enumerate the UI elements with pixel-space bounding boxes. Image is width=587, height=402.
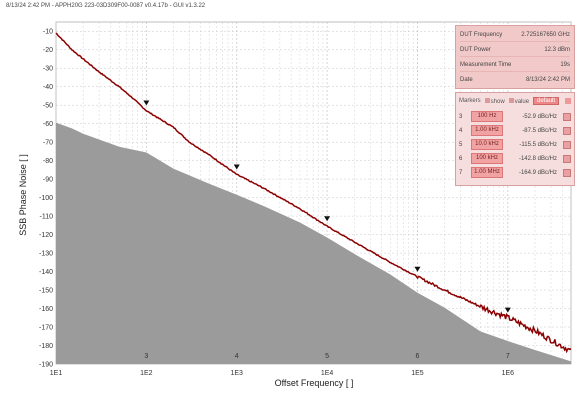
marker-frequency-input[interactable]: 100 kHz — [471, 153, 503, 164]
marker-frequency-input[interactable]: 100 Hz — [471, 111, 503, 122]
info-label: DUT Frequency — [460, 31, 503, 38]
value-label: value — [514, 98, 530, 105]
marker-value: -52.9 dBc/Hz — [522, 113, 557, 120]
marker-id: 6 — [459, 155, 463, 162]
y-tick-label: -160 — [39, 306, 53, 313]
marker-triangle — [504, 307, 511, 313]
y-tick-label: -90 — [43, 177, 53, 184]
marker-axis-label: 7 — [506, 353, 510, 360]
marker-row: 5 10.0 kHz -115.5 dBc/Hz — [459, 139, 571, 150]
marker-value: -115.5 dBc/Hz — [519, 141, 557, 148]
marker-frequency-input[interactable]: 10.0 kHz — [471, 139, 503, 150]
y-tick-label: -170 — [39, 325, 53, 332]
marker-row: 4 1.00 kHz -87.5 dBc/Hz — [459, 125, 571, 136]
markers-title: Markers — [459, 98, 481, 104]
info-row-power: DUT Power 12.3 dBm — [460, 43, 570, 57]
show-label: show — [490, 98, 505, 105]
y-tick-label: -50 — [43, 103, 53, 110]
y-tick-label: -20 — [43, 47, 53, 54]
marker-triangle — [324, 216, 331, 222]
marker-triangle — [414, 266, 421, 272]
markers-header: Markers show value default — [459, 96, 571, 106]
checkbox-icon — [484, 97, 490, 103]
x-tick-label: 1E4 — [321, 370, 334, 377]
marker-triangle — [143, 100, 150, 106]
x-tick-labels: 1E11E21E31E41E51E61E7 — [50, 370, 515, 377]
info-value: 2.725167650 GHz — [521, 31, 570, 38]
y-axis-label: SSB Phase Noise [ ] — [18, 154, 28, 236]
show-toggle[interactable]: show — [484, 97, 505, 105]
y-tick-label: -180 — [39, 343, 53, 350]
marker-frequency-input[interactable]: 1.00 MHz — [471, 167, 503, 178]
noise-floor-area — [56, 122, 571, 364]
y-tick-label: -140 — [39, 269, 53, 276]
marker-axis-label: 3 — [144, 353, 148, 360]
y-tick-label: -130 — [39, 251, 53, 258]
info-row-frequency: DUT Frequency 2.725167650 GHz — [460, 28, 570, 42]
y-tick-label: -60 — [43, 121, 53, 128]
x-tick-label: 1E5 — [411, 370, 424, 377]
delete-marker-icon[interactable] — [563, 154, 571, 163]
delete-marker-icon[interactable] — [563, 140, 571, 149]
marker-frequency-input[interactable]: 1.00 kHz — [471, 125, 503, 136]
y-tick-label: -80 — [43, 158, 53, 165]
info-label: Measurement Time — [460, 61, 512, 68]
marker-row: 3 100 Hz -52.9 dBc/Hz — [459, 111, 571, 122]
y-tick-label: -190 — [39, 362, 53, 369]
info-value: 12.3 dBm — [544, 46, 570, 53]
delete-marker-icon[interactable] — [563, 126, 571, 135]
marker-value: -164.9 dBc/Hz — [518, 169, 557, 176]
phase-noise-trace — [55, 32, 572, 354]
info-label: DUT Power — [460, 46, 491, 53]
close-icon[interactable] — [565, 98, 571, 104]
marker-id: 3 — [459, 113, 463, 120]
delete-marker-icon[interactable] — [563, 112, 571, 121]
marker-triangle — [233, 164, 240, 170]
marker-id: 4 — [459, 127, 463, 134]
marker-axis-label: 4 — [235, 353, 239, 360]
y-tick-label: -100 — [39, 195, 53, 202]
y-tick-label: -150 — [39, 288, 53, 295]
info-row-date: Date 8/13/24 2:42 PM — [460, 73, 570, 86]
marker-value: -87.5 dBc/Hz — [522, 127, 557, 134]
y-tick-label: -110 — [40, 214, 54, 221]
dut-info-panel: DUT Frequency 2.725167650 GHz DUT Power … — [455, 25, 575, 89]
marker-row: 7 1.00 MHz -164.9 dBc/Hz — [459, 167, 571, 178]
marker-id: 7 — [459, 169, 463, 176]
x-tick-label: 1E2 — [140, 370, 153, 377]
info-value: 19s — [560, 61, 570, 68]
y-tick-label: -40 — [43, 84, 53, 91]
value-toggle[interactable]: value — [508, 97, 530, 105]
x-axis-label: Offset Frequency [ ] — [275, 378, 354, 388]
marker-axis-label: 6 — [416, 353, 420, 360]
y-tick-label: -10 — [43, 29, 53, 36]
marker-row: 6 100 kHz -142.8 dBc/Hz — [459, 153, 571, 164]
info-value: 8/13/24 2:42 PM — [525, 76, 570, 83]
y-tick-label: -70 — [43, 140, 53, 147]
marker-axis-label: 5 — [325, 353, 329, 360]
delete-marker-icon[interactable] — [563, 168, 571, 177]
marker-value: -142.8 dBc/Hz — [518, 155, 557, 162]
x-tick-label: 1E3 — [231, 370, 244, 377]
window-title: 8/13/24 2:42 PM - APPH20G 223-03D309F00-… — [6, 3, 206, 9]
checkbox-icon — [508, 97, 514, 103]
y-tick-label: -120 — [39, 232, 53, 239]
y-tick-label: -30 — [43, 66, 53, 73]
default-button[interactable]: default — [533, 97, 560, 105]
markers-panel: Markers show value default 3 100 Hz -52.… — [455, 92, 575, 186]
x-tick-label: 1E6 — [502, 370, 515, 377]
marker-id: 5 — [459, 141, 463, 148]
info-label: Date — [460, 76, 473, 83]
marker-group: 3 4 5 6 7 — [143, 100, 511, 360]
info-row-measurement-time: Measurement Time 19s — [460, 58, 570, 72]
y-tick-labels: -10 -20 -30 -40 -50 -60 -70 -80 -90 -100 -110 -120 -… — [39, 29, 53, 369]
x-tick-label: 1E1 — [50, 370, 63, 377]
